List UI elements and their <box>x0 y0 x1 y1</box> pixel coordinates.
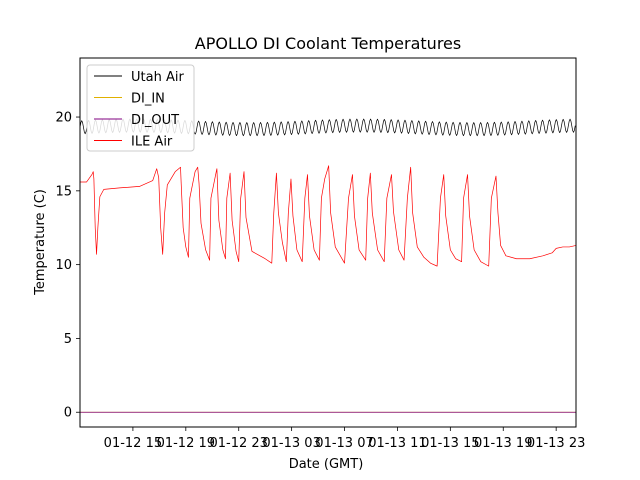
y-tick-label: 20 <box>55 111 72 126</box>
legend-label-di-out: DI_OUT <box>131 113 179 128</box>
x-tick-label: 01-12 23 <box>209 436 267 451</box>
y-tick-label: 10 <box>55 258 72 273</box>
y-tick-label: 15 <box>55 184 72 199</box>
x-tick-label: 01-13 19 <box>474 436 532 451</box>
chart-title: APOLLO DI Coolant Temperatures <box>195 34 461 53</box>
x-axis-label: Date (GMT) <box>289 457 364 472</box>
x-tick-label: 01-13 07 <box>315 436 373 451</box>
y-axis-ticks: 0 5 10 15 20 <box>55 111 80 421</box>
x-tick-label: 01-13 03 <box>262 436 320 451</box>
legend: Utah Air DI_IN DI_OUT ILE Air <box>86 64 195 152</box>
series-line-ile-air <box>80 165 577 267</box>
x-tick-label: 01-13 15 <box>421 436 479 451</box>
legend-label-ile-air: ILE Air <box>131 135 173 150</box>
plot-frame <box>79 57 577 428</box>
x-tick-label: 01-13 23 <box>527 436 585 451</box>
x-tick-label: 01-12 15 <box>104 436 162 451</box>
legend-box <box>86 64 195 152</box>
legend-label-utah-air: Utah Air <box>131 70 184 85</box>
x-tick-label: 01-13 11 <box>368 436 426 451</box>
y-axis-label: Temperature (C) <box>33 189 48 296</box>
x-tick-label: 01-12 19 <box>157 436 215 451</box>
y-tick-label: 5 <box>64 332 72 347</box>
legend-label-di-in: DI_IN <box>131 92 165 107</box>
y-tick-label: 0 <box>64 406 72 421</box>
